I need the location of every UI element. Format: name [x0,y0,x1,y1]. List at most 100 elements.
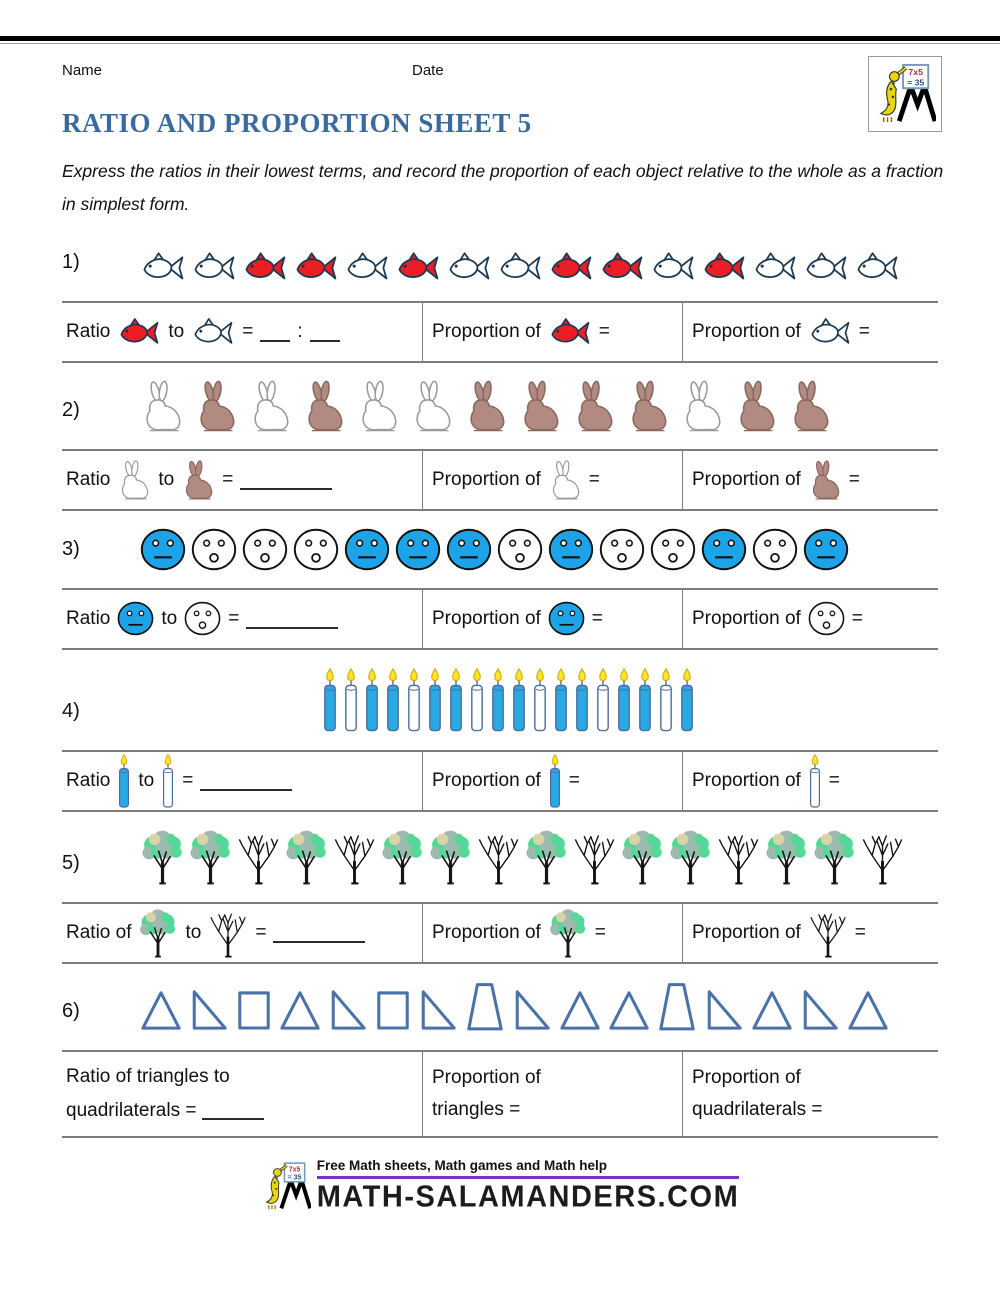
equals-sign: = [242,320,254,342]
red-fish-icon [293,250,339,284]
footer-site-name: Math-Salamanders.com [316,1179,740,1214]
to-label: to [158,468,175,490]
answer-blank [246,608,339,629]
footer-salamander-logo: 7x5 = 35 [261,1160,311,1213]
white-face-icon [191,528,237,571]
shape-row [140,981,889,1033]
right-triangle-shape-icon [328,987,368,1033]
white-fish-icon [650,250,696,284]
tree-row [140,829,905,885]
cell-text: Proportion of [432,1067,541,1088]
triangle-shape-icon [608,987,650,1033]
proportion-label: Proportion of [432,607,541,629]
object-strip: 5) [62,829,938,885]
blue-face-icon [446,528,492,571]
equals-sign: = [828,769,840,791]
object-strip: 2) [62,380,938,432]
svg-text:7x5: 7x5 [288,1166,300,1173]
leafy-tree-icon [284,829,329,885]
white-fish-icon [497,250,543,284]
leafy-tree-icon [138,908,178,958]
problem-1: 1) Ratio to =: Proportion of = Proportion of = [62,250,938,363]
proportion-cell-b: Proportion of = [682,903,938,962]
leafy-tree-icon [548,908,588,958]
red-fish-icon [599,250,645,284]
proportion-label: Proportion of [692,921,801,943]
blue-candle-icon [385,667,401,733]
equals-sign: = [222,468,234,490]
bare-tree-icon [332,829,377,885]
answer-blank [260,321,291,342]
ratio-label: Ratio [66,320,111,342]
answer-blank [309,321,340,342]
ratio-cell: Ratio of to = [62,904,422,962]
white-fish-icon [752,250,798,284]
white-fish-icon [854,250,900,284]
equals-sign: = [591,607,603,629]
object-strip: 4) [62,667,938,733]
leafy-tree-icon [764,829,809,885]
right-triangle-shape-icon [800,987,840,1033]
answer-blank [202,1099,265,1120]
problem-4: 4) Ratio to = Proportion of = Proportion of = [62,667,938,812]
equals-sign: = [848,468,860,490]
date-label: Date [412,62,444,79]
to-label: to [161,607,178,629]
blue-candle-icon [427,667,443,733]
problem-5: 5) Ratio of to = Proportion of = Proportion of… [62,829,938,964]
blue-candle-icon [117,753,131,809]
triangle-shape-icon [559,987,601,1033]
rectangle-shape-icon [236,987,272,1033]
white-candle-icon [343,667,359,733]
proportion-cell-b: Proportion of = [682,589,938,648]
blue-face-icon [803,528,849,571]
answer-table: Ratio of to = Proportion of = Proportion of = [62,901,938,964]
right-triangle-shape-icon [512,987,552,1033]
svg-text:7x5: 7x5 [908,67,923,77]
blue-candle-icon [679,667,695,733]
brown-rabbit-icon [181,459,215,500]
red-fish-icon [548,250,594,284]
colon-sign: : [297,320,303,342]
brown-rabbit-icon [464,380,508,432]
blue-face-icon [548,601,585,636]
leafy-tree-icon [428,829,473,885]
white-rabbit-icon [410,380,454,432]
candle-row [322,667,695,733]
white-candle-icon [808,753,822,809]
answer-table: Ratio to =: Proportion of = Proportion of = [62,300,938,363]
proportion-cell-a: Proportion of = [422,751,682,810]
object-strip: 1) [62,250,938,284]
proportion-label: Proportion of [692,320,801,342]
footer: 7x5 = 35 Free Math sheets, Math games and… [62,1158,938,1214]
proportion-label: Proportion of [692,769,801,791]
proportion-label: Proportion of [692,468,801,490]
problem-number: 1) [62,250,80,273]
equals-sign: = [255,921,267,943]
proportion-cell-a: Proportion of = [422,589,682,648]
blue-face-icon [701,528,747,571]
svg-text:= 35: = 35 [287,1174,301,1181]
brown-rabbit-icon [194,380,238,432]
white-candle-icon [406,667,422,733]
leafy-tree-icon [380,829,425,885]
ratio-cell: Ratio of triangles to quadrilaterals = [62,1052,422,1136]
blue-face-icon [344,528,390,571]
white-fish-icon [446,250,492,284]
right-triangle-shape-icon [189,987,229,1033]
blue-candle-icon [364,667,380,733]
math-salamanders-logo: 7x5 = 35 [868,56,942,132]
ratio-label: Ratio [66,607,111,629]
svg-text:= 35: = 35 [907,77,924,87]
bare-tree-icon [572,829,617,885]
leafy-tree-icon [140,829,185,885]
blue-candle-icon [490,667,506,733]
cell-line: quadrilaterals = [66,1099,265,1120]
proportion-cell: Proportion of triangles = [422,1051,682,1136]
blue-candle-icon [616,667,632,733]
page-title: RATIO AND PROPORTION SHEET 5 [62,108,532,138]
blue-candle-icon [637,667,653,733]
answer-table: Ratio of triangles to quadrilaterals = Pro… [62,1049,938,1138]
bare-tree-icon [808,908,848,958]
